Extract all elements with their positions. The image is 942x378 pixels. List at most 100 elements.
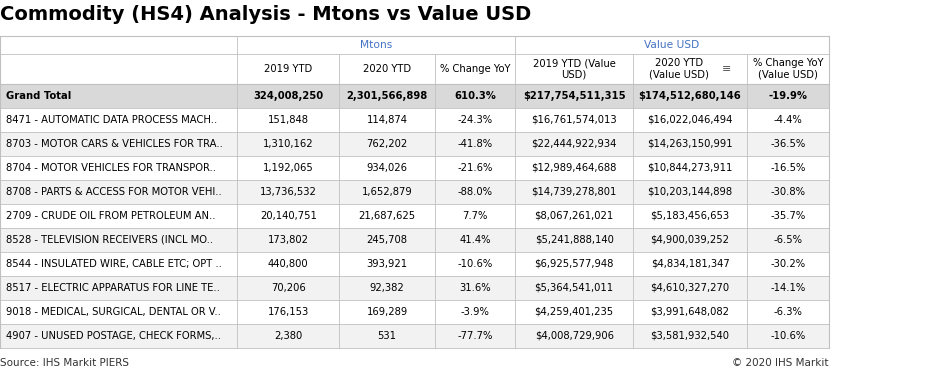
- Text: 8528 - TELEVISION RECEIVERS (INCL MO..: 8528 - TELEVISION RECEIVERS (INCL MO..: [6, 235, 213, 245]
- Text: -14.1%: -14.1%: [771, 283, 805, 293]
- Text: -10.6%: -10.6%: [771, 331, 805, 341]
- Text: 531: 531: [378, 331, 397, 341]
- Text: $14,739,278,801: $14,739,278,801: [531, 187, 617, 197]
- Text: $4,900,039,252: $4,900,039,252: [651, 235, 729, 245]
- Text: $5,241,888,140: $5,241,888,140: [535, 235, 613, 245]
- Text: 8544 - INSULATED WIRE, CABLE ETC; OPT ..: 8544 - INSULATED WIRE, CABLE ETC; OPT ..: [6, 259, 221, 269]
- Text: 173,802: 173,802: [268, 235, 309, 245]
- Text: $10,203,144,898: $10,203,144,898: [647, 187, 733, 197]
- Text: 8517 - ELECTRIC APPARATUS FOR LINE TE..: 8517 - ELECTRIC APPARATUS FOR LINE TE..: [6, 283, 219, 293]
- Text: 2,301,566,898: 2,301,566,898: [347, 91, 428, 101]
- Text: 20,140,751: 20,140,751: [260, 211, 317, 221]
- Text: Grand Total: Grand Total: [6, 91, 71, 101]
- Text: $4,834,181,347: $4,834,181,347: [651, 259, 729, 269]
- Text: $3,991,648,082: $3,991,648,082: [651, 307, 729, 317]
- Text: 1,652,879: 1,652,879: [362, 187, 413, 197]
- Bar: [0, 84, 829, 108]
- Text: -3.9%: -3.9%: [461, 307, 490, 317]
- Text: Mtons: Mtons: [360, 40, 393, 50]
- Text: 7.7%: 7.7%: [463, 211, 488, 221]
- Text: 245,708: 245,708: [366, 235, 408, 245]
- Text: $4,259,401,235: $4,259,401,235: [535, 307, 613, 317]
- Text: 324,008,250: 324,008,250: [253, 91, 323, 101]
- Text: % Change YoY: % Change YoY: [440, 64, 511, 74]
- Text: 2709 - CRUDE OIL FROM PETROLEUM AN..: 2709 - CRUDE OIL FROM PETROLEUM AN..: [6, 211, 215, 221]
- Text: 2020 YTD
(Value USD): 2020 YTD (Value USD): [649, 58, 708, 80]
- Text: Commodity (HS4) Analysis - Mtons vs Value USD: Commodity (HS4) Analysis - Mtons vs Valu…: [0, 5, 531, 24]
- Text: 114,874: 114,874: [366, 115, 408, 125]
- Text: -41.8%: -41.8%: [458, 139, 493, 149]
- Text: 13,736,532: 13,736,532: [260, 187, 317, 197]
- Text: -4.4%: -4.4%: [773, 115, 803, 125]
- Bar: [0, 252, 829, 276]
- Text: -36.5%: -36.5%: [771, 139, 805, 149]
- Text: 8703 - MOTOR CARS & VEHICLES FOR TRA..: 8703 - MOTOR CARS & VEHICLES FOR TRA..: [6, 139, 222, 149]
- Text: 92,382: 92,382: [370, 283, 404, 293]
- Text: -21.6%: -21.6%: [458, 163, 493, 173]
- Text: ≡: ≡: [722, 64, 731, 74]
- Text: 169,289: 169,289: [366, 307, 408, 317]
- Text: % Change YoY
(Value USD): % Change YoY (Value USD): [753, 58, 823, 80]
- Text: Value USD: Value USD: [644, 40, 700, 50]
- Bar: [0, 180, 829, 204]
- Bar: [0, 276, 829, 300]
- Text: 70,206: 70,206: [271, 283, 305, 293]
- Text: 9018 - MEDICAL, SURGICAL, DENTAL OR V..: 9018 - MEDICAL, SURGICAL, DENTAL OR V..: [6, 307, 220, 317]
- Text: $10,844,273,911: $10,844,273,911: [647, 163, 733, 173]
- Text: 2019 YTD (Value
USD): 2019 YTD (Value USD): [533, 58, 615, 80]
- Text: 8708 - PARTS & ACCESS FOR MOTOR VEHI..: 8708 - PARTS & ACCESS FOR MOTOR VEHI..: [6, 187, 221, 197]
- Text: © 2020 IHS Markit: © 2020 IHS Markit: [733, 358, 829, 368]
- Bar: [0, 204, 829, 228]
- Text: $174,512,680,146: $174,512,680,146: [639, 91, 741, 101]
- Text: -24.3%: -24.3%: [458, 115, 493, 125]
- Text: 151,848: 151,848: [268, 115, 309, 125]
- Text: 393,921: 393,921: [366, 259, 408, 269]
- Text: $8,067,261,021: $8,067,261,021: [534, 211, 614, 221]
- Text: -30.2%: -30.2%: [771, 259, 805, 269]
- Text: 4907 - UNUSED POSTAGE, CHECK FORMS,..: 4907 - UNUSED POSTAGE, CHECK FORMS,..: [6, 331, 220, 341]
- Bar: [0, 324, 829, 348]
- Text: $14,263,150,991: $14,263,150,991: [647, 139, 733, 149]
- Text: $16,761,574,013: $16,761,574,013: [531, 115, 617, 125]
- Bar: [0, 54, 829, 84]
- Text: -77.7%: -77.7%: [458, 331, 493, 341]
- Text: $5,183,456,653: $5,183,456,653: [651, 211, 729, 221]
- Text: $5,364,541,011: $5,364,541,011: [535, 283, 613, 293]
- Text: $6,925,577,948: $6,925,577,948: [534, 259, 614, 269]
- Text: -10.6%: -10.6%: [458, 259, 493, 269]
- Text: -30.8%: -30.8%: [771, 187, 805, 197]
- Text: -88.0%: -88.0%: [458, 187, 493, 197]
- Text: $12,989,464,688: $12,989,464,688: [531, 163, 617, 173]
- Bar: [0, 36, 829, 54]
- Text: $3,581,932,540: $3,581,932,540: [651, 331, 729, 341]
- Text: 176,153: 176,153: [268, 307, 309, 317]
- Text: -35.7%: -35.7%: [771, 211, 805, 221]
- Text: -16.5%: -16.5%: [771, 163, 805, 173]
- Text: $217,754,511,315: $217,754,511,315: [523, 91, 625, 101]
- Text: 41.4%: 41.4%: [460, 235, 491, 245]
- Text: 610.3%: 610.3%: [454, 91, 496, 101]
- Text: 2019 YTD: 2019 YTD: [264, 64, 313, 74]
- Text: 1,192,065: 1,192,065: [263, 163, 314, 173]
- Text: 934,026: 934,026: [366, 163, 408, 173]
- Text: 2,380: 2,380: [274, 331, 302, 341]
- Bar: [0, 156, 829, 180]
- Bar: [0, 300, 829, 324]
- Text: 31.6%: 31.6%: [460, 283, 491, 293]
- Bar: [0, 132, 829, 156]
- Text: 2020 YTD: 2020 YTD: [363, 64, 412, 74]
- Text: 21,687,625: 21,687,625: [359, 211, 415, 221]
- Text: $4,008,729,906: $4,008,729,906: [535, 331, 613, 341]
- Text: 8704 - MOTOR VEHICLES FOR TRANSPOR..: 8704 - MOTOR VEHICLES FOR TRANSPOR..: [6, 163, 216, 173]
- Text: Source: IHS Markit PIERS: Source: IHS Markit PIERS: [0, 358, 129, 368]
- Bar: [0, 228, 829, 252]
- Bar: [0, 108, 829, 132]
- Text: 1,310,162: 1,310,162: [263, 139, 314, 149]
- Text: $16,022,046,494: $16,022,046,494: [647, 115, 733, 125]
- Text: -6.3%: -6.3%: [773, 307, 803, 317]
- Text: 8471 - AUTOMATIC DATA PROCESS MACH..: 8471 - AUTOMATIC DATA PROCESS MACH..: [6, 115, 217, 125]
- Text: 440,800: 440,800: [268, 259, 309, 269]
- Text: $22,444,922,934: $22,444,922,934: [531, 139, 617, 149]
- Text: 762,202: 762,202: [366, 139, 408, 149]
- Text: $4,610,327,270: $4,610,327,270: [651, 283, 729, 293]
